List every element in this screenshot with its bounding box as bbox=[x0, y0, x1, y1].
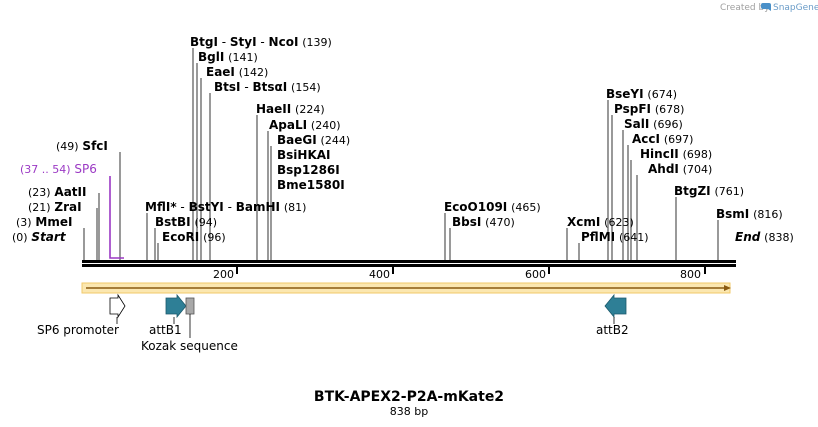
site-apali-label[interactable]: ApaLI (240) bbox=[269, 118, 341, 132]
site-bsp1286i-label[interactable]: Bsp1286I bbox=[277, 163, 340, 177]
credit-text: Created by bbox=[720, 3, 770, 13]
tick-200: 200 bbox=[213, 268, 234, 281]
map-title: BTK-APEX2-P2A-mKate2 bbox=[314, 389, 504, 405]
feature-attb2[interactable] bbox=[604, 293, 627, 324]
feature-kozak-label[interactable]: Kozak sequence bbox=[141, 339, 238, 353]
site-eaei-label[interactable]: EaeI (142) bbox=[206, 65, 268, 79]
site-ecori-label[interactable]: EcoRI (96) bbox=[162, 230, 226, 244]
site-sfci-label[interactable]: (49) SfcI bbox=[56, 139, 108, 153]
site-acci-label[interactable]: AccI (697) bbox=[632, 132, 693, 146]
site-zrai-label[interactable]: (21) ZraI bbox=[28, 200, 82, 214]
site-baegi-label[interactable]: BaeGI (244) bbox=[277, 133, 350, 147]
site-bgli-label[interactable]: BglI (141) bbox=[198, 50, 258, 64]
site-hincii-label[interactable]: HincII (698) bbox=[640, 147, 712, 161]
site-haeii-label[interactable]: HaeII (224) bbox=[256, 102, 325, 116]
attb2-arrow-icon bbox=[604, 293, 627, 319]
site-ahdi-label[interactable]: AhdI (704) bbox=[648, 162, 712, 176]
site-aatii-label[interactable]: (23) AatII bbox=[28, 185, 86, 199]
site-btsi-label[interactable]: BtsI - BtsαI (154) bbox=[214, 80, 321, 94]
primer-arrow bbox=[109, 176, 124, 259]
site-pspfi-label[interactable]: PspFI (678) bbox=[614, 102, 684, 116]
ruler: 200 400 600 800 bbox=[213, 267, 706, 281]
site-bstbi-label[interactable]: BstBI (94) bbox=[155, 215, 217, 229]
site-bseyi-label[interactable]: BseYI (674) bbox=[606, 87, 677, 101]
site-start-label[interactable]: (0) Start bbox=[12, 230, 67, 244]
site-bbsi-label[interactable]: BbsI (470) bbox=[452, 215, 515, 229]
site-bsihkai-label[interactable]: BsiHKAI bbox=[277, 148, 331, 162]
map-length: 838 bp bbox=[390, 405, 428, 418]
site-connectors bbox=[83, 48, 719, 260]
brand-text: SnapGene bbox=[773, 3, 818, 13]
attb1-arrow-icon bbox=[165, 293, 187, 319]
site-end-label[interactable]: End (838) bbox=[735, 230, 794, 244]
feature-attb1[interactable] bbox=[165, 293, 187, 324]
site-bme1580i-label[interactable]: Bme1580I bbox=[277, 178, 345, 192]
site-btgzi-label[interactable]: BtgZI (761) bbox=[674, 184, 744, 198]
site-mmei-label[interactable]: (3) MmeI bbox=[16, 215, 72, 229]
primer-sp6-label[interactable]: (37 .. 54) SP6 bbox=[20, 162, 97, 176]
site-bsmi-label[interactable]: BsmI (816) bbox=[716, 207, 783, 221]
site-btgi-label[interactable]: BtgI - StyI - NcoI (139) bbox=[190, 35, 332, 49]
site-sali-label[interactable]: SalI (696) bbox=[624, 117, 683, 131]
tick-400: 400 bbox=[369, 268, 390, 281]
feature-attb2-label[interactable]: attB2 bbox=[596, 323, 629, 337]
kozak-box-icon bbox=[185, 297, 195, 315]
orf-arrow[interactable] bbox=[81, 282, 731, 294]
feature-sp6-promoter-label[interactable]: SP6 promoter bbox=[37, 323, 119, 337]
site-xcmi-label[interactable]: XcmI (623) bbox=[567, 215, 634, 229]
snapgene-logo-icon bbox=[761, 3, 771, 11]
sp6-promoter-arrow-icon bbox=[109, 293, 126, 319]
feature-attb1-label[interactable]: attB1 bbox=[149, 323, 182, 337]
tick-600: 600 bbox=[525, 268, 546, 281]
site-pflmi-label[interactable]: PflMI (641) bbox=[581, 230, 649, 244]
primer-sp6[interactable] bbox=[109, 176, 124, 259]
site-ecoo109i-label[interactable]: EcoO109I (465) bbox=[444, 200, 541, 214]
dna-backbone[interactable] bbox=[82, 260, 736, 267]
feature-kozak[interactable] bbox=[185, 297, 195, 338]
feature-sp6-promoter[interactable] bbox=[109, 293, 126, 324]
site-mfli-label[interactable]: MflI* - BstYI - BamHI (81) bbox=[145, 200, 306, 214]
tick-800: 800 bbox=[680, 268, 701, 281]
